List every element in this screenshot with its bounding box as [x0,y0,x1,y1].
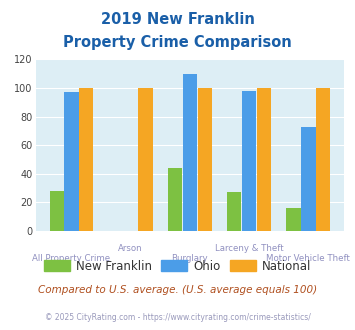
Bar [79,88,93,231]
Text: © 2025 CityRating.com - https://www.cityrating.com/crime-statistics/: © 2025 CityRating.com - https://www.city… [45,313,310,322]
Bar [198,88,212,231]
Bar [242,91,256,231]
Text: Property Crime Comparison: Property Crime Comparison [63,35,292,50]
Bar [168,168,182,231]
Legend: New Franklin, Ohio, National: New Franklin, Ohio, National [39,255,316,278]
Bar [286,208,301,231]
Bar [50,191,64,231]
Text: All Property Crime: All Property Crime [32,254,110,263]
Bar [183,74,197,231]
Text: Arson: Arson [118,244,143,253]
Bar [138,88,153,231]
Bar [301,127,316,231]
Text: Motor Vehicle Theft: Motor Vehicle Theft [267,254,350,263]
Text: 2019 New Franklin: 2019 New Franklin [100,12,255,26]
Text: Larceny & Theft: Larceny & Theft [215,244,284,253]
Bar [316,88,330,231]
Text: Burglary: Burglary [171,254,208,263]
Bar [257,88,271,231]
Text: Compared to U.S. average. (U.S. average equals 100): Compared to U.S. average. (U.S. average … [38,285,317,295]
Bar [64,92,78,231]
Bar [227,192,241,231]
